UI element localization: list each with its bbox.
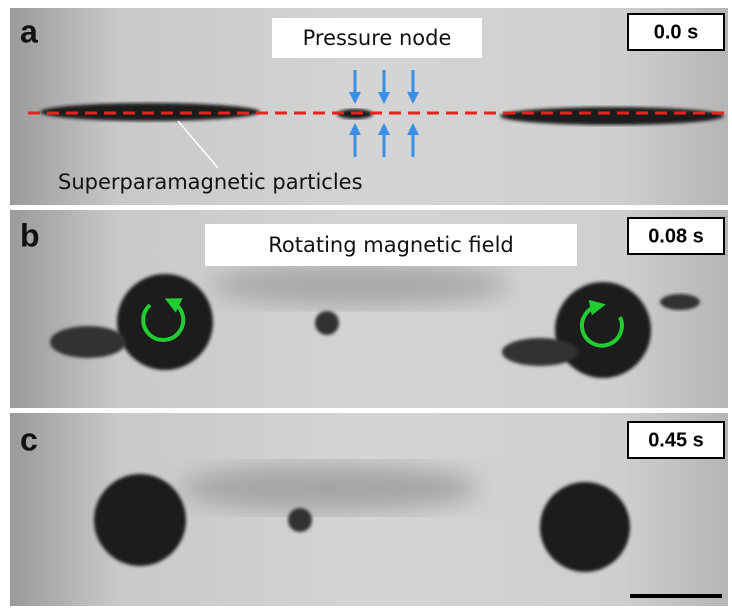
caption: Pressure node	[303, 26, 452, 50]
particle-band	[500, 107, 724, 125]
particle-chain	[502, 338, 578, 366]
particle-chain	[288, 508, 312, 532]
panel-a: a 0.0 s Pressure node Superparamagnetic …	[10, 8, 728, 205]
particle-cluster	[117, 274, 213, 370]
caption: Superparamagnetic particles	[58, 170, 363, 194]
time-box	[627, 13, 725, 51]
panel-b: b 0.08 s Rotating magnetic field	[10, 210, 728, 408]
time-label: 0.08 s	[648, 225, 704, 247]
rotation-arrow	[580, 299, 624, 348]
pointer-line	[177, 120, 219, 169]
time-label: 0.0 s	[654, 21, 698, 43]
particle-chain	[660, 294, 700, 310]
particle-cluster	[94, 474, 186, 566]
time-label: 0.45 s	[648, 429, 704, 451]
haze	[180, 464, 480, 512]
haze	[210, 263, 510, 307]
label-box	[205, 224, 577, 266]
panel-c: c 0.45 s	[10, 413, 728, 606]
particle-chain	[315, 311, 339, 335]
time-box	[627, 421, 725, 459]
panel-letter: b	[20, 217, 40, 253]
panel-letter: a	[20, 13, 38, 49]
rotation-arrow	[141, 298, 186, 342]
panel-letter: c	[20, 421, 38, 457]
particle-cluster	[555, 282, 651, 378]
pressure-arrows	[349, 70, 419, 157]
caption: Rotating magnetic field	[268, 233, 513, 257]
label-box	[272, 18, 482, 58]
particle-chain	[50, 326, 126, 358]
particle-cluster	[540, 482, 630, 572]
time-box	[627, 217, 725, 255]
